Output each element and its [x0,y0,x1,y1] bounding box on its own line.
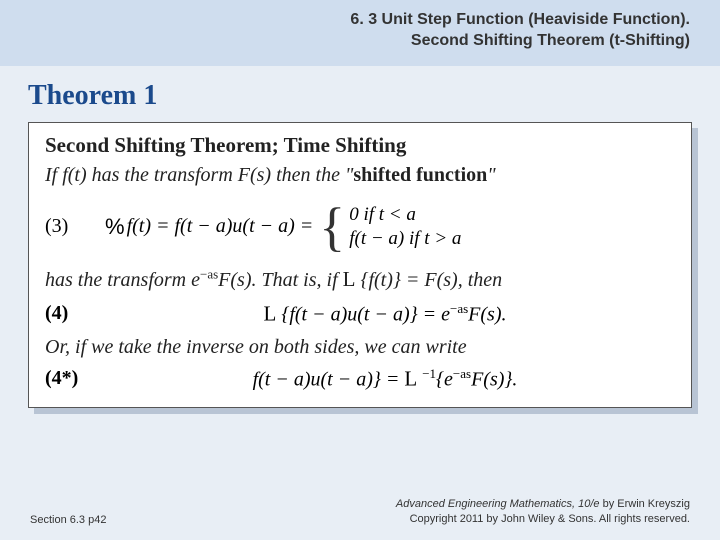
intro-bold: shifted function [353,164,487,186]
intro-suffix: " [487,164,495,186]
or-line: Or, if we take the inverse on both sides… [45,334,675,361]
eq3-cases: { 0 if t < a f(t − a) if t > a [319,200,461,254]
laplace-L-1: L [343,267,356,291]
equation-3: (3) % f(t) = f(t − a)u(t − a) = { 0 if t… [45,199,675,255]
eq4star-b: {e [436,368,453,390]
sup-as-2: −as [450,301,468,316]
footer-copyright: Copyright 2011 by John Wiley & Sons. All… [396,512,690,526]
equation-4: (4) L {f(t − a)u(t − a)} = e−asF(s). [45,298,675,330]
header-line2: Second Shifting Theorem (t-Shifting) [30,31,690,52]
sup-minus1: −1 [422,366,436,381]
theorem-heading: Theorem 1 [0,66,720,122]
footer: Section 6.3 p42 Advanced Engineering Mat… [0,497,720,526]
eq4star-a: f(t − a)u(t − a)} = [253,368,405,390]
eq3-case2: f(t − a) if t > a [349,227,461,251]
eq4star-c: F(s)}. [471,368,517,390]
after-eq3-line: has the transform e−asF(s). That is, if … [45,265,675,294]
eq3-math: f(t) = f(t − a)u(t − a) = { 0 if t < a f… [127,200,462,254]
intro-line: If f(t) has the transform F(s) then the … [45,162,675,189]
after-eq3-c: {f(t)} = F(s), then [360,269,502,291]
footer-author: by Erwin Kreyszig [600,498,690,510]
left-brace-icon: { [319,200,345,254]
footer-title: Advanced Engineering Mathematics, 10/e [396,498,600,510]
eq4star-label: (4*) [45,367,95,390]
footer-left: Section 6.3 p42 [30,514,106,526]
theorem-box: Second Shifting Theorem; Time Shifting I… [28,122,692,408]
equation-4star: (4*) f(t − a)u(t − a)} = L −1{e−asF(s)}. [45,363,675,395]
after-eq3-a: has the transform e [45,269,200,291]
eq3-lhs: f(t) = f(t − a)u(t − a) = [127,215,314,238]
eq3-label: (3) [45,215,95,238]
header-band: 6. 3 Unit Step Function (Heaviside Funct… [0,0,720,66]
laplace-L-2: L [264,301,277,325]
theorem-subheading: Second Shifting Theorem; Time Shifting [45,133,675,158]
eq4-a: {f(t − a)u(t − a)} = e [281,303,450,325]
eq4-b: F(s). [468,303,506,325]
sup-as-3: −as [453,366,471,381]
header-line1: 6. 3 Unit Step Function (Heaviside Funct… [30,10,690,31]
eq4-body: L {f(t − a)u(t − a)} = e−asF(s). [95,301,675,327]
footer-right: Advanced Engineering Mathematics, 10/e b… [396,497,690,526]
eq4-label: (4) [45,302,95,325]
percent-icon: % [105,214,125,240]
after-eq3-b: F(s). That is, if [218,269,342,291]
eq3-case1: 0 if t < a [349,203,461,227]
eq4star-body: f(t − a)u(t − a)} = L −1{e−asF(s)}. [95,366,675,392]
laplace-L-3: L [404,366,417,390]
sup-as-1: −as [200,266,218,281]
intro-prefix: If f(t) has the transform F(s) then the … [45,164,353,186]
box-content: Second Shifting Theorem; Time Shifting I… [28,122,692,408]
